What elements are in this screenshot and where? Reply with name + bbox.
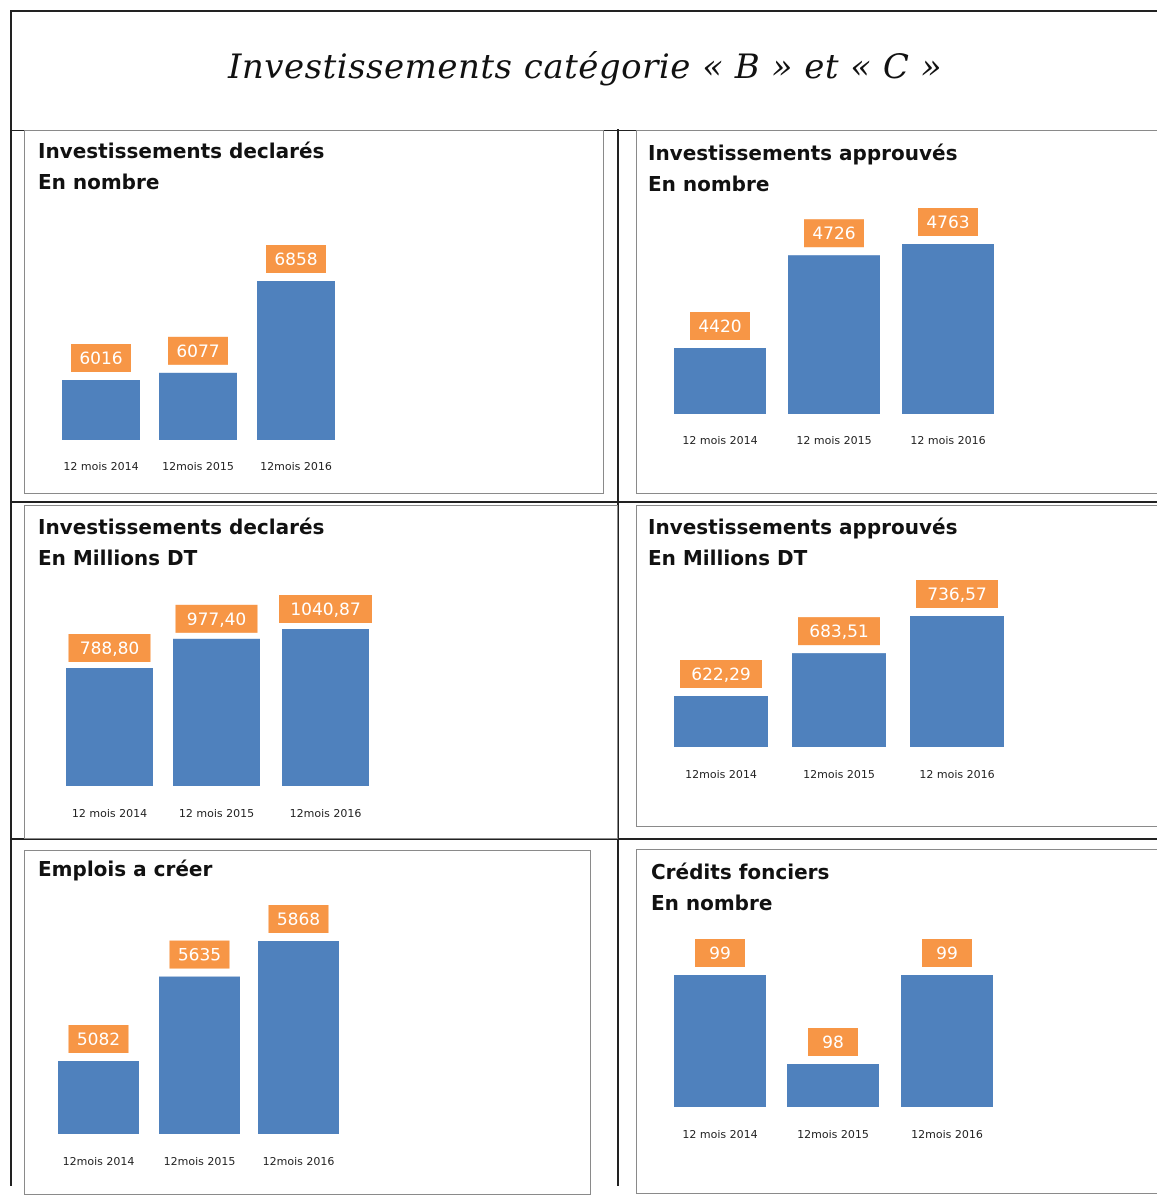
data-label: 683,51 — [809, 622, 868, 642]
category-label: 12mois 2016 — [263, 1155, 335, 1168]
bar — [902, 244, 994, 414]
category-label: 12mois 2015 — [803, 768, 875, 781]
chart-panel-approved-count: Investissements approuvés En nombre — [636, 130, 1157, 494]
page-title: Investissements catégorie « B » et « C » — [227, 47, 943, 87]
bar — [674, 348, 766, 414]
data-label: 4420 — [698, 317, 741, 337]
category-label: 12 mois 2014 — [72, 807, 147, 820]
category-label: 12mois 2015 — [162, 460, 234, 473]
data-label: 6016 — [79, 349, 122, 369]
data-label-box — [175, 604, 258, 633]
category-label: 12mois 2016 — [911, 1128, 983, 1141]
bar — [66, 668, 153, 786]
data-label-box — [808, 1028, 858, 1056]
data-label-box — [922, 939, 972, 967]
bar — [257, 281, 335, 440]
bar — [788, 255, 880, 414]
chart-title: Investissements approuvés En Millions DT — [648, 515, 958, 570]
category-label: 12 mois 2016 — [919, 768, 994, 781]
data-label-box — [279, 595, 372, 623]
bar — [674, 696, 768, 747]
data-label-box — [71, 344, 131, 372]
chart-title: Crédits fonciers En nombre — [651, 860, 830, 915]
data-label-box — [798, 617, 880, 646]
data-label: 99 — [709, 944, 731, 964]
data-label-box — [804, 219, 864, 248]
bar — [901, 975, 993, 1107]
data-label: 5082 — [77, 1030, 120, 1050]
bar — [173, 638, 260, 786]
data-label: 6077 — [176, 342, 219, 362]
bar — [674, 975, 766, 1107]
data-label-box — [266, 245, 326, 273]
data-label: 1040,87 — [290, 600, 360, 620]
data-label: 5635 — [178, 946, 221, 966]
bar — [159, 976, 240, 1134]
category-label: 12mois 2014 — [63, 1155, 135, 1168]
data-label-box — [169, 940, 230, 969]
data-label-box — [268, 905, 329, 933]
category-label: 12 mois 2015 — [179, 807, 254, 820]
frame-center-line — [617, 129, 619, 1186]
chart-title: Emplois a créer — [38, 857, 213, 881]
category-label: 12 mois 2014 — [682, 1128, 757, 1141]
data-label: 6858 — [274, 250, 317, 270]
data-label: 977,40 — [187, 610, 246, 630]
category-label: 12mois 2014 — [685, 768, 757, 781]
data-label: 99 — [936, 944, 958, 964]
bar — [910, 616, 1004, 747]
data-label: 98 — [822, 1033, 844, 1053]
category-label: 12 mois 2016 — [910, 434, 985, 447]
frame-row-line-1 — [10, 501, 1157, 503]
bar — [282, 629, 369, 786]
bar — [58, 1061, 139, 1134]
data-label-box — [916, 580, 998, 608]
chart-panel-land-credits: Crédits fonciers En nombre — [636, 849, 1157, 1194]
data-label: 622,29 — [691, 665, 750, 685]
data-label: 788,80 — [80, 639, 139, 659]
chart-title: Investissements declarés En Millions DT — [38, 515, 325, 570]
bar — [62, 380, 140, 440]
data-label-box — [918, 208, 978, 236]
bar — [159, 372, 237, 440]
category-label: 12mois 2016 — [290, 807, 362, 820]
category-label: 12 mois 2015 — [796, 434, 871, 447]
data-label-box — [680, 660, 762, 688]
frame-left-line — [10, 129, 12, 1186]
category-label: 12mois 2015 — [797, 1128, 869, 1141]
category-label: 12mois 2016 — [260, 460, 332, 473]
category-label: 12mois 2015 — [164, 1155, 236, 1168]
bar — [792, 653, 886, 747]
data-label: 736,57 — [927, 585, 986, 605]
data-label: 4726 — [812, 224, 855, 244]
data-label-box — [68, 1025, 129, 1053]
category-label: 12 mois 2014 — [63, 460, 138, 473]
data-label: 5868 — [277, 910, 320, 930]
data-label-box — [690, 312, 750, 340]
data-label: 4763 — [926, 213, 969, 233]
chart-title: Investissements declarés En nombre — [38, 139, 325, 194]
bar — [258, 941, 339, 1134]
data-label-box — [168, 336, 228, 365]
data-label-box — [68, 634, 151, 662]
data-label-box — [695, 939, 745, 967]
bar — [787, 1064, 879, 1107]
category-label: 12 mois 2014 — [682, 434, 757, 447]
chart-title: Investissements approuvés En nombre — [648, 141, 958, 196]
